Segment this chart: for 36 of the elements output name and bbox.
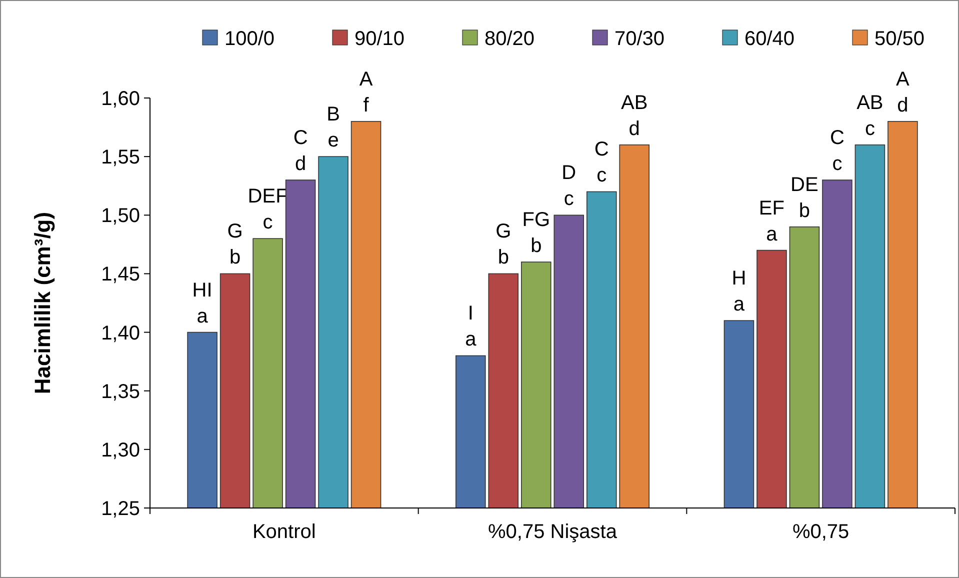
data-label: C d bbox=[293, 127, 308, 175]
y-tick-label: 1,35 bbox=[101, 380, 140, 403]
data-label: HI a bbox=[192, 279, 212, 328]
data-label: A d bbox=[896, 68, 910, 116]
data-label: H a bbox=[732, 268, 746, 316]
y-tick-label: 1,25 bbox=[101, 498, 140, 520]
data-label: AB c bbox=[856, 92, 884, 140]
y-axis-title: Hacimlilik (cm³/g) bbox=[30, 212, 55, 394]
data-label: G b bbox=[496, 220, 512, 269]
x-tick-label: Kontrol bbox=[252, 521, 316, 543]
x-tick-label: %0,75 Nişasta bbox=[488, 521, 618, 543]
y-tick-label: 1,60 bbox=[101, 88, 140, 110]
data-label: A f bbox=[359, 68, 374, 116]
y-tick-label: 1,40 bbox=[101, 322, 140, 344]
legend-label: 50/50 bbox=[874, 28, 925, 50]
data-label: D c bbox=[562, 162, 576, 210]
y-tick-label: 1,55 bbox=[101, 146, 140, 169]
y-tick-label: 1,50 bbox=[101, 205, 140, 228]
data-label: B e bbox=[326, 104, 340, 152]
data-label: I a bbox=[465, 302, 478, 351]
legend-label: 90/10 bbox=[354, 28, 405, 50]
data-label: EF a bbox=[758, 197, 784, 246]
data-label: AB d bbox=[621, 92, 648, 140]
data-label: FG b bbox=[522, 209, 550, 257]
legend-label: 100/0 bbox=[224, 28, 275, 50]
legend-label: 70/30 bbox=[614, 28, 665, 50]
data-label: DEF c bbox=[248, 186, 288, 234]
data-label: C c bbox=[830, 127, 844, 175]
data-label: C c bbox=[594, 138, 609, 187]
data-label: DE b bbox=[790, 174, 818, 222]
y-tick-label: 1,45 bbox=[101, 264, 140, 286]
legend-label: 80/20 bbox=[484, 28, 535, 50]
legend-label: 60/40 bbox=[744, 28, 795, 50]
y-tick-label: 1,30 bbox=[101, 439, 140, 462]
data-label: G b bbox=[227, 220, 243, 269]
x-tick-label: %0,75 bbox=[792, 521, 850, 543]
